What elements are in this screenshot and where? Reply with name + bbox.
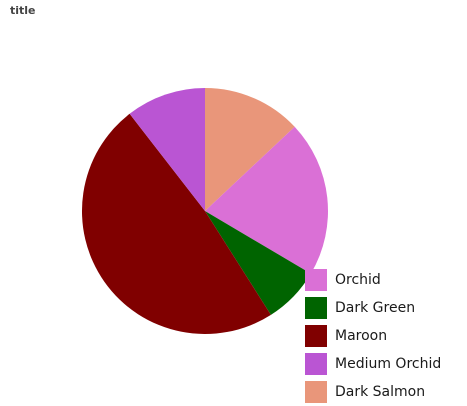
legend-swatch-medium-orchid (305, 353, 327, 375)
pie-slice-maroon (81, 113, 271, 335)
legend-item-maroon: Maroon (305, 322, 441, 350)
pie-slice-dark-salmon (205, 88, 295, 211)
legend-item-orchid: Orchid (305, 266, 441, 294)
pie-slice-orchid (205, 126, 328, 274)
chart-title: title (10, 4, 36, 17)
legend-item-medium-orchid: Medium Orchid (305, 350, 441, 378)
legend-label-dark-salmon: Dark Salmon (335, 384, 426, 400)
legend-label-orchid: Orchid (335, 272, 381, 288)
pie-slice-medium-orchid (129, 87, 205, 211)
pie-slices (81, 87, 328, 335)
legend-item-dark-salmon: Dark Salmon (305, 378, 441, 406)
legend-swatch-orchid (305, 269, 327, 291)
legend-item-dark-green: Dark Green (305, 294, 441, 322)
legend-label-maroon: Maroon (335, 328, 388, 344)
legend-swatch-dark-green (305, 297, 327, 319)
legend-swatch-maroon (305, 325, 327, 347)
legend-label-dark-green: Dark Green (335, 300, 416, 316)
pie-slice-dark-green (205, 211, 311, 315)
legend-swatch-dark-salmon (305, 381, 327, 403)
legend: Orchid Dark Green Maroon Medium Orchid D… (305, 266, 441, 406)
legend-label-medium-orchid: Medium Orchid (335, 356, 442, 372)
